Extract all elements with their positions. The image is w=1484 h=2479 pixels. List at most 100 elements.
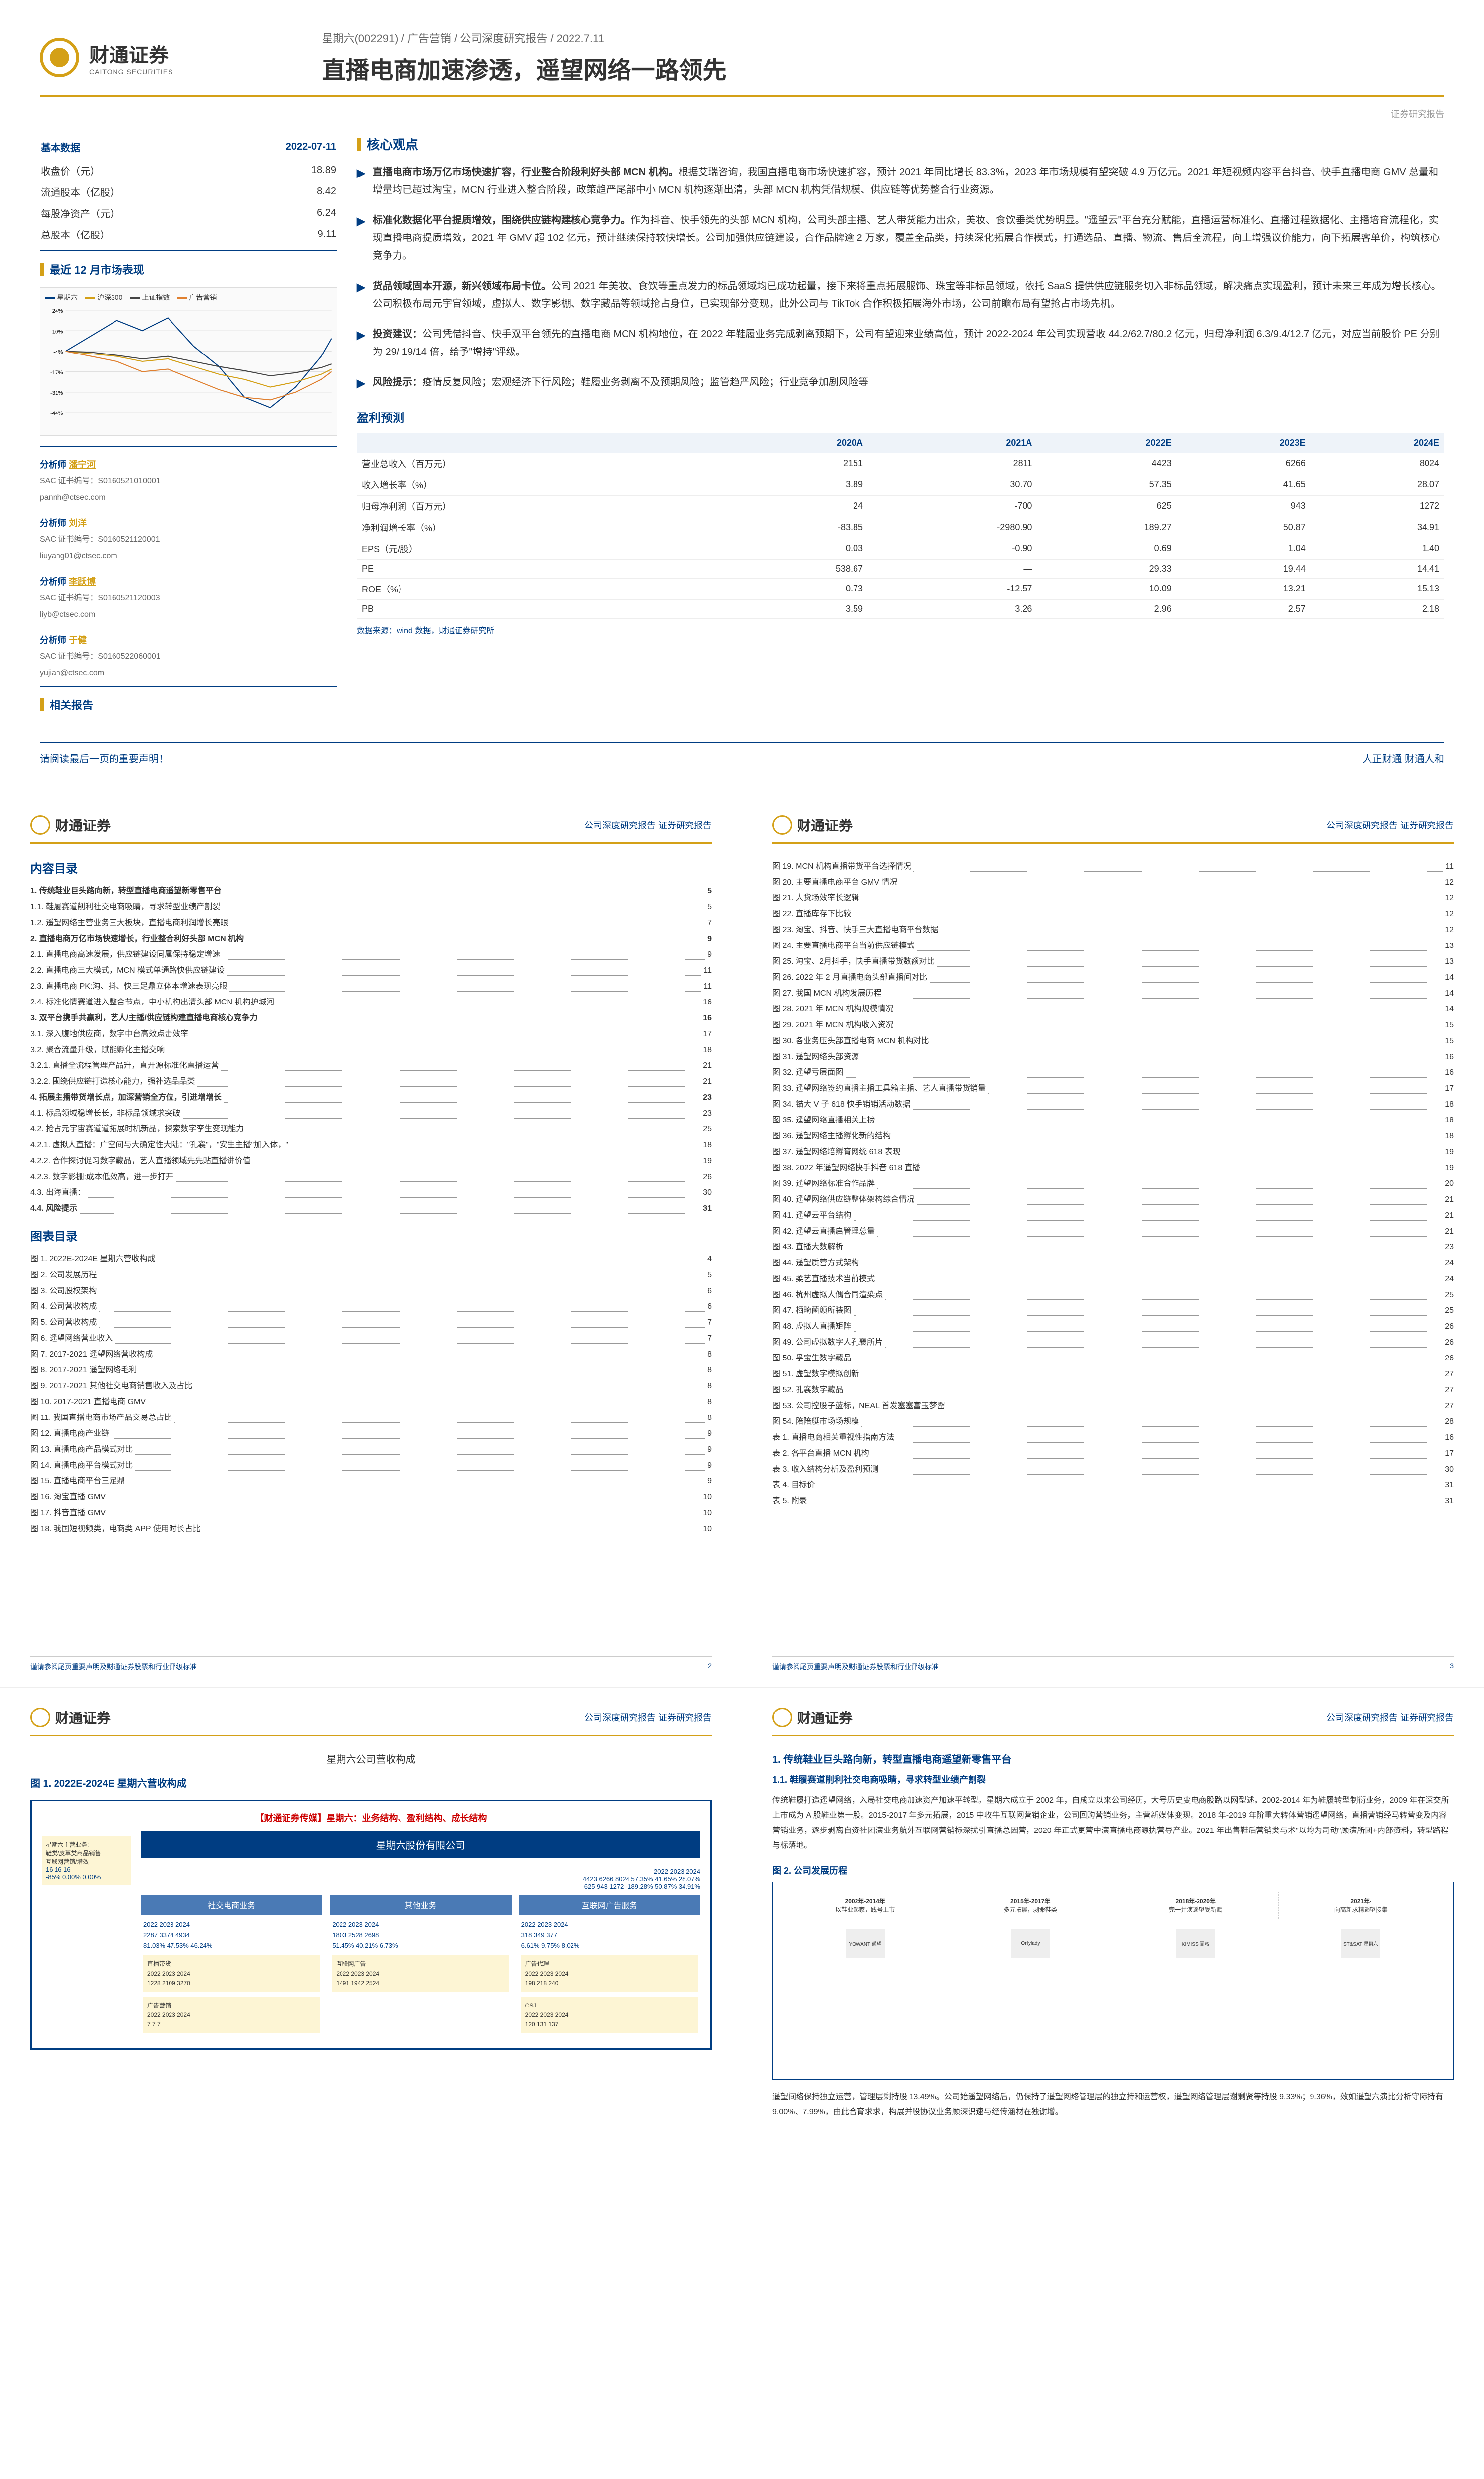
toc-text: 图 25. 淘宝、2月抖手，快手直播带货数额对比 <box>772 954 935 970</box>
toc-text: 表 1. 直播电商相关重视性指南方法 <box>772 1430 894 1446</box>
main-report-page: 财通证券 CAITONG SECURITIES 星期六(002291) / 广告… <box>0 0 1484 795</box>
toc-text: 图 47. 栖畸菌颜所装图 <box>772 1303 851 1319</box>
company-box: 星期六股份有限公司 <box>141 1831 700 1858</box>
bullet-text: 直播电商市场万亿市场快速扩容，行业整合阶段利好头部 MCN 机构。根据艾瑞咨询，… <box>373 163 1444 199</box>
analyst-name: 潘宁河 <box>69 460 96 470</box>
page-3: 财通证券 公司深度研究报告 证券研究报告 图 19. MCN 机构直播带货平台选… <box>742 795 1484 1687</box>
right-content: 核心观点 ▶直播电商市场万亿市场快速扩容，行业整合阶段利好头部 MCN 机构。根… <box>357 135 1444 722</box>
svg-text:10%: 10% <box>52 329 63 335</box>
toc-text: 图 38. 2022 年遥望网络快手抖音 618 直播 <box>772 1160 920 1176</box>
basic-label: 流通股本（亿股） <box>41 181 265 202</box>
forecast-table: 2020A2021A2022E2023E2024E营业总收入（百万元）21512… <box>357 433 1444 619</box>
analyst-sac: SAC 证书编号：S0160521010001 <box>40 477 161 485</box>
toc-text: 4.2.3. 数字影棚:成本低效高，进一步打开 <box>30 1169 173 1185</box>
basic-value: 6.24 <box>266 203 336 223</box>
toc-text: 图 4. 公司营收构成 <box>30 1299 97 1315</box>
content-toc-title: 内容目录 <box>30 859 712 876</box>
bullet-text: 货品领域固本开源，新兴领域布局卡位。公司 2021 年美妆、食饮等重点发力的标品… <box>373 277 1444 313</box>
para1: 传统鞋履打造遥望网络，入局社交电商加速资产加速平转型。星期六成立于 2002 年… <box>772 1793 1454 1854</box>
toc-page: 10 <box>703 1489 712 1505</box>
toc-page: 19 <box>1445 1160 1454 1176</box>
toc-text: 图 51. 虚望数字模拟创新 <box>772 1366 859 1382</box>
toc-text: 图 54. 陪陪艇市场场规模 <box>772 1414 859 1430</box>
analyst-email: yujian@ctsec.com <box>40 669 104 677</box>
sub-logo: 财通证券 <box>30 815 111 835</box>
toc-page: 16 <box>703 1010 712 1026</box>
toc-text: 1.2. 遥望网络主营业务三大板块，直播电商利润增长亮眼 <box>30 915 228 931</box>
toc-text: 2. 直播电商万亿市场快速增长，行业整合利好头部 MCN 机构 <box>30 931 244 947</box>
related-reports-title: 相关报告 <box>40 697 337 712</box>
toc-page: 25 <box>703 1121 712 1137</box>
stock-code: 星期六(002291) <box>322 32 398 45</box>
segment-columns: 社交电商业务 2022 2023 20242287 3374 493481.03… <box>141 1895 700 2039</box>
toc-page: 24 <box>1445 1271 1454 1287</box>
slogan: 人正财通 财通人和 <box>1362 751 1444 765</box>
disclaimer: 请阅读最后一页的重要声明！ <box>40 751 169 765</box>
toc-text: 图 53. 公司控股子蓝标，NEAL 首发塞塞富玉梦罂 <box>772 1398 945 1414</box>
sector: 广告营销 <box>407 32 451 45</box>
svg-text:-4%: -4% <box>53 350 63 355</box>
page-4: 财通证券 公司深度研究报告 证券研究报告 星期六公司营收构成 图 1. 2022… <box>0 1687 742 2479</box>
toc-text: 4.2. 抢占元宇宙赛道道拓展时机新品，探索数字孪生变现能力 <box>30 1121 244 1137</box>
toc-page: 27 <box>1445 1382 1454 1398</box>
toc-page: 16 <box>703 995 712 1010</box>
bullet-text: 标准化数据化平台提质增效，围绕供应链构建核心竞争力。作为抖音、快手领先的头部 M… <box>373 211 1444 265</box>
toc-page: 6 <box>707 1283 712 1299</box>
toc-page: 12 <box>1445 906 1454 922</box>
bullet-arrow-icon: ▶ <box>357 325 365 361</box>
para2: 遥望间络保持独立运营，管理层剩持股 13.49%。公司始遥望网络后，仍保持了遥望… <box>772 2090 1454 2120</box>
toc-text: 图 39. 遥望网络标准合作品牌 <box>772 1176 875 1192</box>
basic-value: 18.89 <box>266 160 336 180</box>
toc-page: 10 <box>703 1505 712 1521</box>
toc-text: 图 5. 公司营收构成 <box>30 1315 97 1331</box>
toc-page: 18 <box>1445 1113 1454 1128</box>
report-date: 2022.7.11 <box>557 32 604 45</box>
toc-page: 30 <box>1445 1462 1454 1477</box>
toc-page: 21 <box>703 1058 712 1074</box>
toc-page: 9 <box>707 1458 712 1474</box>
basic-label: 总股本（亿股） <box>41 224 265 244</box>
logo-block: 财通证券 CAITONG SECURITIES <box>40 38 173 77</box>
toc-text: 图 19. MCN 机构直播带货平台选择情况 <box>772 859 911 875</box>
bullet-arrow-icon: ▶ <box>357 373 365 393</box>
toc-text: 图 52. 孔襄数字藏品 <box>772 1382 843 1398</box>
bullet-arrow-icon: ▶ <box>357 163 365 199</box>
toc-text: 图 10. 2017-2021 直播电商 GMV <box>30 1394 146 1410</box>
toc-text: 2.1. 直播电商高速发展，供应链建设同属保持稳定增速 <box>30 947 220 963</box>
basic-label: 每股净资产（元） <box>41 203 265 223</box>
toc-page: 28 <box>1445 1414 1454 1430</box>
page-num: 2 <box>708 1662 712 1672</box>
toc-page: 30 <box>703 1185 712 1201</box>
svg-text:-17%: -17% <box>50 370 63 376</box>
side-box: 星期六主营业务: 鞋类/皮革类商品销售 互联网营销/增效 16 16 16-85… <box>42 1836 131 1885</box>
brand-icons: YOWANT 遥望OnlyladyKIMISS 闺蜜ST&SAT 星期六 <box>783 1929 1443 1958</box>
toc-page: 11 <box>703 963 712 979</box>
toc-page: 14 <box>1445 970 1454 986</box>
toc-page: 6 <box>707 1299 712 1315</box>
toc-page: 9 <box>707 947 712 963</box>
analysts-section: 分析师 潘宁河SAC 证书编号：S0160521010001pannh@ctse… <box>40 457 337 681</box>
toc-text: 4.1. 标品领域稳增长长，非标品领域求突破 <box>30 1106 180 1121</box>
toc-page: 14 <box>1445 1002 1454 1017</box>
basic-data-rows: 收盘价（元）18.89流通股本（亿股）8.42每股净资产（元）6.24总股本（亿… <box>40 159 337 245</box>
timeline: 2002年-2014年以鞋业起家，践号上市2015年-2017年多元拓展，剥命鞋… <box>783 1892 1443 1919</box>
logo-icon <box>40 38 79 77</box>
forecast-source: 数据来源：wind 数据，财通证券研究所 <box>357 624 1444 636</box>
basic-data-table: 基本数据2022-07-11 <box>40 135 337 159</box>
toc-page: 14 <box>1445 986 1454 1002</box>
report-type: 公司深度研究报告 <box>460 32 547 45</box>
toc-text: 3.2.1. 直播全流程管理产品升，直开源标准化直播运营 <box>30 1058 219 1074</box>
section11-title: 1.1. 鞋履赛道削利社交电商吸睛，寻求转型业绩产割裂 <box>772 1773 1454 1786</box>
toc-page: 11 <box>703 979 712 995</box>
toc-text: 图 44. 遥望质营方式架构 <box>772 1255 859 1271</box>
toc-page: 9 <box>707 1426 712 1442</box>
toc-page: 16 <box>1445 1049 1454 1065</box>
toc-page: 18 <box>1445 1097 1454 1113</box>
toc-page: 13 <box>1445 938 1454 954</box>
toc-page: 31 <box>1445 1477 1454 1493</box>
analyst-email: pannh@ctsec.com <box>40 493 106 502</box>
toc-page: 12 <box>1445 875 1454 890</box>
toc-text: 图 17. 抖音直播 GMV <box>30 1505 106 1521</box>
toc-page: 27 <box>1445 1366 1454 1382</box>
toc-page: 31 <box>703 1201 712 1217</box>
